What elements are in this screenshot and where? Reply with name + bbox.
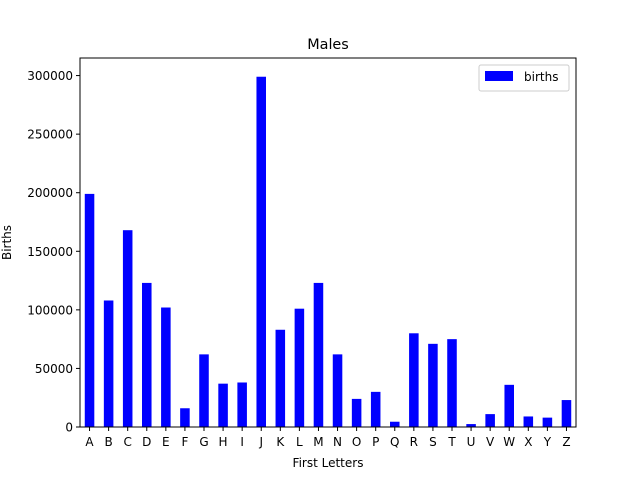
y-tick-label-50000: 50000	[35, 362, 73, 376]
legend-swatch-births	[485, 71, 513, 81]
x-tick-label-G: G	[199, 435, 208, 449]
bar-N	[332, 354, 343, 427]
x-tick-label-A: A	[85, 435, 94, 449]
bar-M	[313, 282, 324, 427]
bar-D	[142, 282, 152, 427]
bar-I	[237, 382, 247, 427]
x-axis-label: First Letters	[293, 456, 364, 470]
x-tick-label-I: I	[240, 435, 244, 449]
y-tick-label-0: 0	[65, 421, 73, 435]
legend-label-births: births	[524, 70, 558, 84]
x-tick-label-L: L	[296, 435, 303, 449]
bar-C	[122, 230, 133, 427]
x-tick-label-D: D	[142, 435, 151, 449]
y-tick-label-250000: 250000	[27, 128, 73, 142]
bar-V	[485, 414, 495, 427]
y-tick-label-100000: 100000	[27, 303, 73, 317]
x-tick-label-K: K	[276, 435, 285, 449]
y-axis: 0 50000 100000 150000 200000 250000 300000	[27, 69, 80, 435]
y-tick-label-200000: 200000	[27, 186, 73, 200]
x-tick-label-P: P	[372, 435, 379, 449]
bar-T	[447, 339, 457, 427]
bar-F	[180, 408, 190, 427]
x-tick-label-V: V	[486, 435, 495, 449]
x-tick-label-M: M	[313, 435, 323, 449]
x-tick-label-X: X	[524, 435, 532, 449]
bar-L	[294, 308, 305, 427]
x-tick-label-Y: Y	[543, 435, 552, 449]
x-tick-label-R: R	[410, 435, 418, 449]
bar-J	[256, 76, 266, 428]
x-tick-label-E: E	[162, 435, 170, 449]
y-axis-label: Births	[0, 225, 14, 260]
bar-O	[351, 398, 362, 427]
bar-E	[161, 307, 171, 427]
x-tick-label-W: W	[503, 435, 515, 449]
plot-area-frame	[79, 57, 577, 428]
x-tick-label-H: H	[219, 435, 228, 449]
bar-A	[84, 193, 95, 427]
bar-P	[370, 391, 381, 427]
x-tick-label-Z: Z	[562, 435, 570, 449]
bar-R	[409, 333, 419, 427]
bar-W	[504, 384, 514, 427]
x-tick-label-C: C	[123, 435, 131, 449]
bar-X	[523, 416, 534, 427]
x-tick-label-N: N	[333, 435, 342, 449]
y-tick-label-300000: 300000	[27, 69, 73, 83]
x-tick-label-S: S	[429, 435, 437, 449]
y-tick-label-150000: 150000	[27, 245, 73, 259]
bar-Y	[542, 417, 553, 427]
legend: births	[478, 64, 570, 92]
x-tick-label-J: J	[258, 435, 263, 449]
x-tick-label-O: O	[352, 435, 361, 449]
x-tick-label-U: U	[467, 435, 476, 449]
bar-K	[275, 329, 286, 427]
bar-U	[466, 424, 476, 427]
chart-title: Males	[307, 37, 349, 53]
x-tick-label-Q: Q	[390, 435, 399, 449]
bar-H	[218, 383, 228, 427]
bar-S	[428, 343, 438, 427]
bar-Z	[561, 400, 572, 427]
x-tick-label-T: T	[447, 435, 456, 449]
x-tick-label-F: F	[181, 435, 188, 449]
bars-layer	[84, 76, 572, 428]
bar-B	[103, 300, 114, 427]
bar-Q	[390, 421, 400, 427]
bar-G	[199, 354, 209, 427]
x-tick-label-B: B	[104, 435, 112, 449]
